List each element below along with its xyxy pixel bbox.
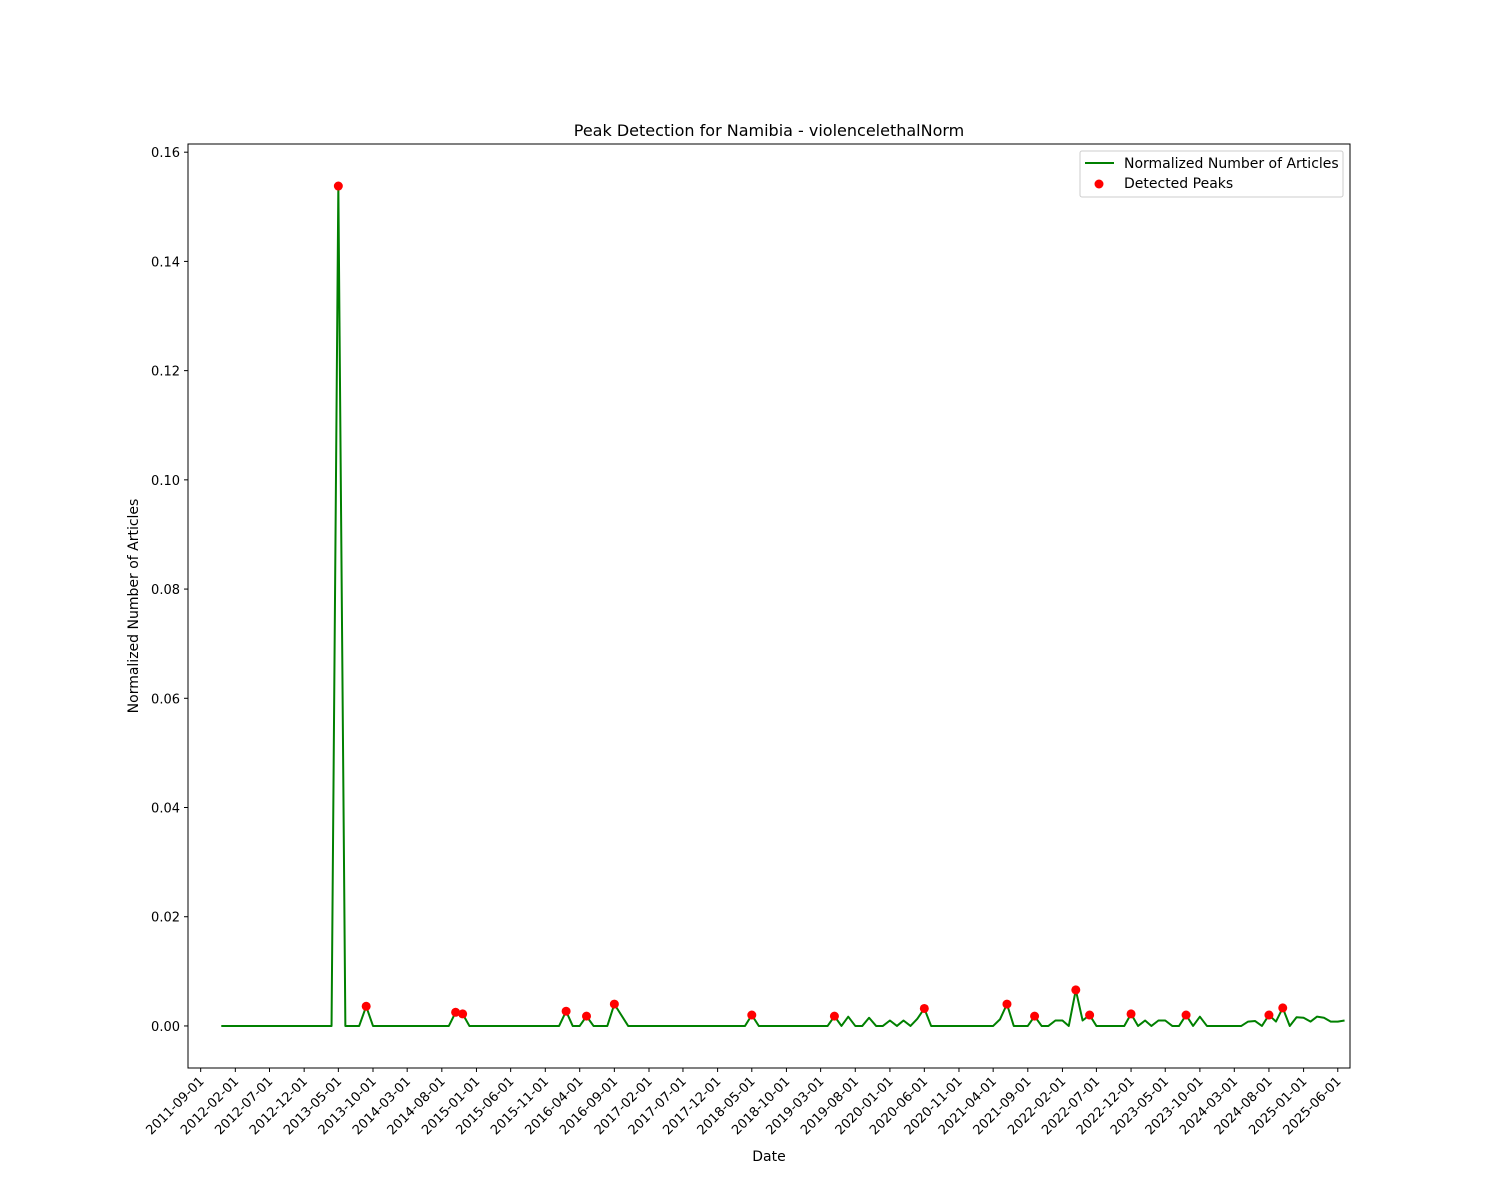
y-tick-label: 0.14	[151, 255, 180, 270]
y-axis-ticks: 0.00 0.02 0.04 0.06 0.08 0.10 0.12 0.14 0.16	[151, 146, 188, 1035]
peak-point	[609, 999, 619, 1009]
y-tick-label: 0.00	[151, 1020, 180, 1035]
legend-label-line: Normalized Number of Articles	[1124, 156, 1339, 172]
peak-point	[582, 1011, 592, 1021]
y-axis-label: Normalized Number of Articles	[126, 499, 142, 714]
x-axis-label: Date	[752, 1149, 785, 1165]
peak-point	[1071, 985, 1081, 995]
peak-point	[561, 1006, 571, 1016]
peak-point	[361, 1001, 371, 1011]
peak-point	[1181, 1010, 1191, 1020]
peak-point	[829, 1011, 839, 1021]
y-tick-label: 0.04	[151, 802, 180, 817]
peak-point	[1085, 1010, 1095, 1020]
y-tick-label: 0.08	[151, 583, 180, 598]
legend-box	[1079, 150, 1344, 198]
peak-point	[333, 181, 343, 191]
peak-point	[919, 1003, 929, 1013]
y-tick-label: 0.12	[151, 365, 180, 380]
y-tick-label: 0.10	[151, 474, 180, 489]
legend-marker-swatch	[1094, 179, 1104, 189]
peak-point	[1264, 1010, 1274, 1020]
plot-frame	[187, 143, 1351, 1069]
y-tick-label: 0.06	[151, 692, 180, 707]
peak-point	[747, 1010, 757, 1020]
legend-label-peaks: Detected Peaks	[1124, 176, 1233, 192]
peak-point	[1278, 1003, 1288, 1013]
peak-point	[1002, 999, 1012, 1009]
peak-point	[451, 1007, 461, 1017]
y-tick-label: 0.02	[151, 911, 180, 926]
chart-title: Peak Detection for Namibia - violencelet…	[574, 121, 965, 140]
legend: Normalized Number of Articles Detected P…	[1079, 150, 1344, 198]
peak-point	[1030, 1011, 1040, 1021]
plot-area	[221, 181, 1345, 1027]
peak-point	[458, 1009, 468, 1019]
y-tick-label: 0.16	[151, 146, 180, 161]
peak-point	[1126, 1009, 1136, 1019]
